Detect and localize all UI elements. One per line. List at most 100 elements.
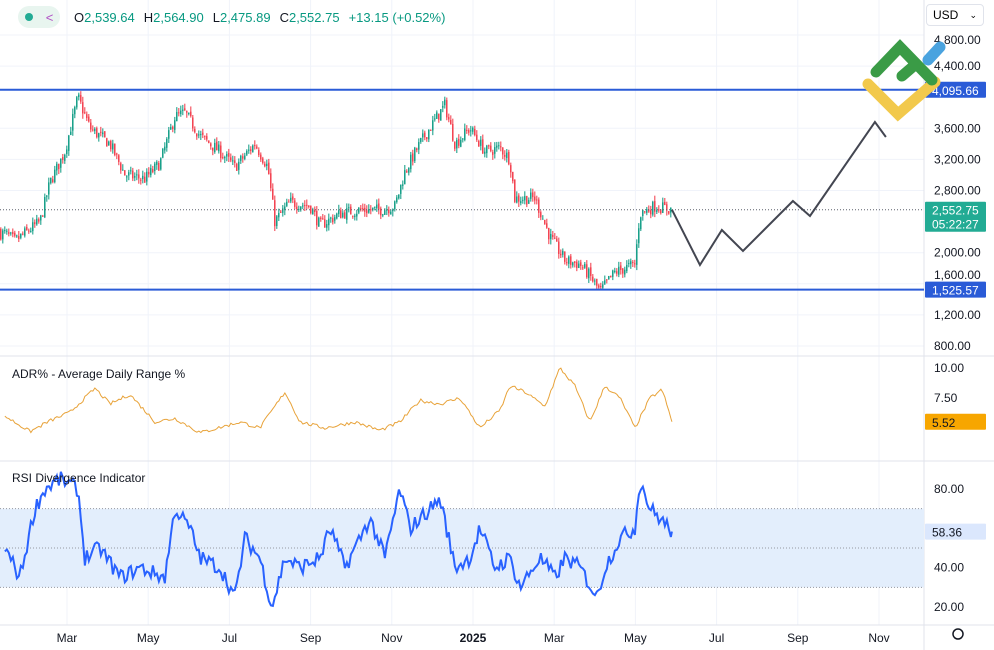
candle xyxy=(94,127,96,135)
candle-body xyxy=(500,146,502,148)
time-axis-label: Nov xyxy=(381,631,402,645)
candle-body xyxy=(608,276,610,280)
candle-body xyxy=(74,107,76,115)
candle-body xyxy=(614,270,616,273)
candle-body xyxy=(80,95,82,102)
candle xyxy=(32,217,34,235)
candle-body xyxy=(650,210,652,215)
candle-body xyxy=(52,179,54,183)
candle-body xyxy=(322,218,324,220)
candle xyxy=(102,128,104,138)
candle-body xyxy=(466,129,468,131)
candle xyxy=(602,281,604,290)
candle xyxy=(668,211,670,215)
last-price-badge-text: 2,552.75 xyxy=(932,204,979,218)
candle xyxy=(446,97,448,121)
candle-body xyxy=(548,228,550,240)
candle-body xyxy=(536,199,538,201)
candle xyxy=(606,279,608,284)
candle xyxy=(318,216,320,227)
candle-body xyxy=(386,209,388,211)
settings-gear-icon[interactable] xyxy=(952,628,964,640)
candle-body xyxy=(158,163,160,171)
candle xyxy=(420,137,422,144)
candle-body xyxy=(646,209,648,213)
candle xyxy=(564,251,566,265)
candle-body xyxy=(180,110,182,115)
legend-header: < O2,539.64 H2,564.90 L2,475.89 C2,552.7… xyxy=(0,0,445,34)
candle-body xyxy=(456,139,458,149)
candle xyxy=(222,152,224,160)
candle xyxy=(650,205,652,219)
candle-body xyxy=(264,163,266,167)
candle-body xyxy=(610,275,612,277)
candle xyxy=(434,113,436,122)
candle xyxy=(502,146,504,160)
candle xyxy=(352,215,354,219)
candle-body xyxy=(530,192,532,199)
candle xyxy=(52,175,54,184)
candle xyxy=(578,260,580,269)
candle-body xyxy=(172,126,174,130)
candle-body xyxy=(526,196,528,205)
candle-body xyxy=(616,271,618,274)
candle-body xyxy=(428,129,430,140)
candle xyxy=(418,138,420,155)
candle xyxy=(538,197,540,218)
candle xyxy=(276,214,278,229)
candle xyxy=(482,134,484,155)
candle-body xyxy=(360,208,362,210)
candle-body xyxy=(314,209,316,213)
candle xyxy=(164,142,166,154)
candle-body xyxy=(592,276,594,282)
symbol-status-pill[interactable]: < xyxy=(18,6,60,28)
candle xyxy=(118,154,120,166)
candle-body xyxy=(346,208,348,220)
chevron-down-icon: ⌄ xyxy=(969,9,977,20)
candle-body xyxy=(48,182,50,195)
price-axis-label: 1,200.00 xyxy=(934,308,981,322)
candle-body xyxy=(126,176,128,178)
candle-body xyxy=(36,218,38,225)
candle xyxy=(294,198,296,210)
ohlc-high: H2,564.90 xyxy=(143,9,204,25)
candle-body xyxy=(194,128,196,133)
candle xyxy=(264,161,266,168)
candle xyxy=(626,260,628,274)
candle-body xyxy=(204,135,206,137)
candle xyxy=(160,157,162,171)
candle-body xyxy=(308,205,310,207)
candle xyxy=(68,134,70,156)
candle xyxy=(512,171,514,184)
candle-body xyxy=(450,119,452,125)
candle xyxy=(190,106,192,118)
candle xyxy=(460,136,462,148)
candle xyxy=(116,152,118,160)
candle xyxy=(196,133,198,140)
adr-line xyxy=(4,367,673,434)
candle-body xyxy=(290,197,292,202)
level-price-badge-bg xyxy=(925,281,986,298)
share-icon[interactable]: < xyxy=(45,9,54,25)
candle xyxy=(558,237,560,259)
candle-body xyxy=(2,230,4,240)
candle xyxy=(110,139,112,152)
candle xyxy=(64,153,66,164)
currency-select[interactable]: USD ⌄ xyxy=(926,4,984,26)
candle xyxy=(610,275,612,278)
candle-body xyxy=(524,196,526,201)
candle xyxy=(174,116,176,134)
candle-body xyxy=(540,212,542,218)
candle-body xyxy=(492,152,494,155)
candle-body xyxy=(476,134,478,140)
candle xyxy=(646,206,648,216)
candle-body xyxy=(370,209,372,211)
candle xyxy=(536,195,538,205)
candle-body xyxy=(148,171,150,175)
candle xyxy=(456,137,458,154)
candle xyxy=(330,216,332,223)
candle-body xyxy=(102,132,104,135)
candle-body xyxy=(294,200,296,207)
